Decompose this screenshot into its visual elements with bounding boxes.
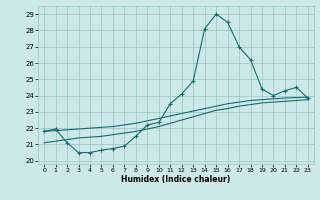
X-axis label: Humidex (Indice chaleur): Humidex (Indice chaleur) — [121, 175, 231, 184]
